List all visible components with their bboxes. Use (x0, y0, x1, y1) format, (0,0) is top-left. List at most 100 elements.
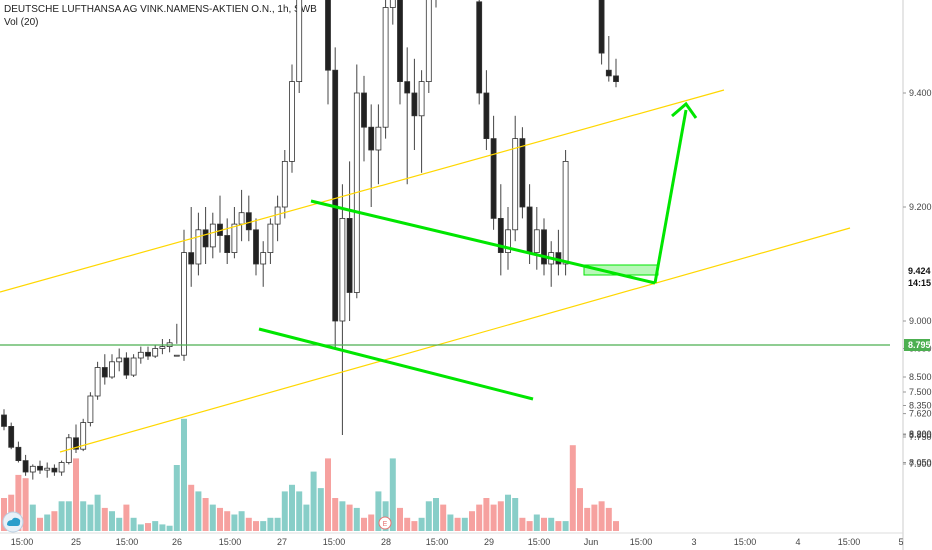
volume-bar[interactable] (29, 504, 36, 531)
candle[interactable] (253, 218, 259, 276)
earnings-event-icon[interactable]: E (378, 516, 392, 530)
volume-bar[interactable] (425, 501, 432, 531)
candle[interactable] (159, 339, 166, 355)
candle[interactable] (15, 441, 22, 463)
volume-bar[interactable] (209, 504, 216, 531)
volume-bar[interactable] (245, 517, 252, 531)
channel-upper-line[interactable] (0, 89, 725, 293)
candle[interactable] (137, 346, 144, 364)
volume-bar[interactable] (166, 525, 173, 531)
candle[interactable] (101, 354, 108, 385)
volume-bar[interactable] (94, 494, 101, 531)
volume-bar[interactable] (65, 501, 72, 531)
candle[interactable] (123, 352, 130, 379)
volume-bar[interactable] (253, 521, 259, 531)
candle[interactable] (245, 195, 252, 242)
candle[interactable] (519, 127, 526, 219)
candle[interactable] (382, 0, 389, 139)
volume-bar[interactable] (411, 521, 418, 531)
volume-bar[interactable] (15, 474, 22, 531)
volume-bar[interactable] (490, 504, 497, 531)
volume-bar[interactable] (51, 511, 58, 531)
candle[interactable] (404, 47, 411, 185)
volume-bar[interactable] (469, 511, 475, 531)
volume-bar[interactable] (296, 491, 303, 531)
volume-bar[interactable] (440, 504, 447, 531)
candle[interactable] (51, 464, 58, 476)
candle[interactable] (562, 150, 569, 276)
volume-bar[interactable] (447, 514, 454, 532)
candle[interactable] (130, 354, 137, 377)
candle[interactable] (418, 70, 425, 173)
volume-bar[interactable] (87, 504, 94, 531)
volume-bar[interactable] (461, 517, 468, 531)
volume-bar[interactable] (80, 501, 87, 531)
candle[interactable] (22, 454, 29, 476)
volume-bar[interactable] (173, 465, 180, 531)
volume-bar[interactable] (598, 501, 605, 531)
volume-bar[interactable] (512, 498, 519, 531)
candle[interactable] (434, 0, 439, 8)
candle[interactable] (29, 464, 36, 480)
volume-bar[interactable] (533, 514, 540, 532)
candle[interactable] (397, 0, 403, 105)
candle[interactable] (613, 58, 619, 88)
volume-bar[interactable] (73, 458, 79, 531)
candle[interactable] (260, 241, 267, 287)
candle[interactable] (289, 64, 295, 173)
breakout-arrow[interactable] (653, 109, 688, 284)
candle[interactable] (281, 150, 288, 219)
volume-bar[interactable] (37, 517, 43, 531)
candle[interactable] (490, 115, 497, 230)
volume-bar[interactable] (368, 514, 375, 532)
candle[interactable] (605, 36, 612, 82)
candle[interactable] (533, 207, 540, 270)
volume-bar[interactable] (519, 517, 526, 531)
trendline-upper[interactable] (310, 199, 656, 285)
volume-bar[interactable] (116, 517, 123, 531)
volume-bar[interactable] (181, 418, 187, 531)
candle[interactable] (361, 75, 367, 162)
volume-bar[interactable] (389, 458, 396, 531)
volume-bar[interactable] (22, 478, 29, 531)
candle[interactable] (368, 104, 375, 207)
volume-bar[interactable] (339, 501, 346, 531)
volume-bar[interactable] (109, 511, 115, 531)
volume-bar[interactable] (505, 494, 511, 531)
volume-bar[interactable] (317, 488, 324, 531)
candle[interactable] (267, 218, 274, 264)
candle[interactable] (274, 195, 281, 242)
volume-bar[interactable] (577, 488, 583, 531)
candle[interactable] (109, 354, 115, 379)
volume-bar[interactable] (145, 523, 151, 531)
volume-bar[interactable] (159, 524, 166, 531)
volume-bar[interactable] (101, 507, 108, 531)
candle[interactable] (497, 184, 504, 276)
candle[interactable] (87, 392, 94, 427)
candle[interactable] (152, 344, 159, 358)
volume-bar[interactable] (1, 498, 7, 531)
entry-zone-box[interactable] (583, 264, 659, 276)
volume-bar[interactable] (58, 501, 65, 531)
candle[interactable] (512, 115, 519, 242)
candle[interactable] (1, 409, 7, 431)
candle[interactable] (375, 104, 382, 185)
volume-bar[interactable] (591, 504, 598, 531)
volume-bar[interactable] (310, 471, 317, 531)
volume-bar[interactable] (267, 517, 274, 531)
volume-bar[interactable] (613, 521, 619, 531)
candle[interactable] (8, 422, 15, 450)
volume-bar[interactable] (202, 498, 209, 531)
volume-bar[interactable] (195, 491, 202, 531)
candle[interactable] (94, 361, 101, 400)
candle[interactable] (58, 460, 65, 476)
volume-bar[interactable] (584, 507, 591, 531)
volume-bar[interactable] (274, 517, 281, 531)
candle[interactable] (483, 70, 490, 150)
volume-bar[interactable] (303, 504, 310, 531)
candle[interactable] (73, 424, 79, 454)
candle[interactable] (188, 207, 195, 287)
volume-bar[interactable] (397, 507, 403, 531)
candle[interactable] (598, 0, 605, 65)
